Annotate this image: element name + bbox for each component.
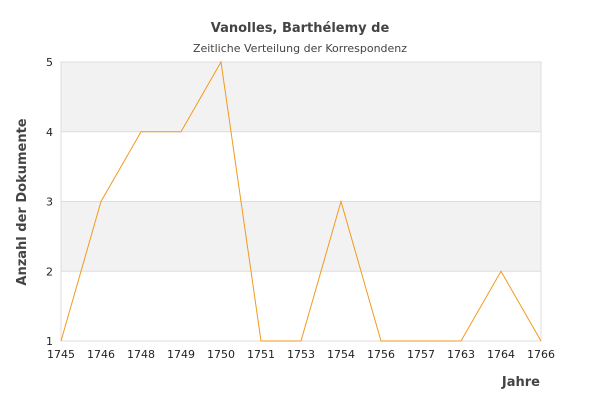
plot-band [61, 131, 541, 202]
x-tick-label: 1745 [47, 348, 75, 361]
x-tick-label: 1757 [407, 348, 435, 361]
x-tick-label: 1750 [207, 348, 235, 361]
plot-band [61, 201, 541, 272]
x-tick-label: 1756 [367, 348, 395, 361]
x-tick-label: 1763 [447, 348, 475, 361]
x-tick-label: 1746 [87, 348, 115, 361]
x-tick-label: 1766 [527, 348, 555, 361]
plot-band [61, 271, 541, 341]
x-axis-title: Jahre [501, 375, 540, 390]
x-tick-label: 1753 [287, 348, 315, 361]
x-axis-ticks: 1745 1746 1748 1749 1750 1751 1753 1754 1756 1757… [47, 348, 555, 361]
x-tick-label: 1764 [487, 348, 515, 361]
y-tick-label: 3 [46, 196, 53, 209]
x-tick-label: 1754 [327, 348, 355, 361]
y-tick-label: 1 [46, 335, 53, 348]
y-tick-label: 2 [46, 265, 53, 278]
y-tick-label: 5 [46, 56, 53, 69]
series-lines [60, 60, 542, 342]
chart-subtitle: Zeitliche Verteilung der Korrespondenz [193, 42, 407, 55]
plot-bands [61, 62, 541, 341]
x-tick-label: 1748 [127, 348, 155, 361]
y-axis-title: Anzahl der Dokumente [15, 118, 30, 285]
x-tick-label: 1751 [247, 348, 275, 361]
y-axis-ticks: 1 2 3 4 5 [46, 56, 53, 348]
plot-band [61, 62, 541, 132]
y-tick-label: 4 [46, 126, 53, 139]
x-tick-label: 1749 [167, 348, 195, 361]
chart-title: Vanolles, Barthélemy de [211, 21, 390, 36]
